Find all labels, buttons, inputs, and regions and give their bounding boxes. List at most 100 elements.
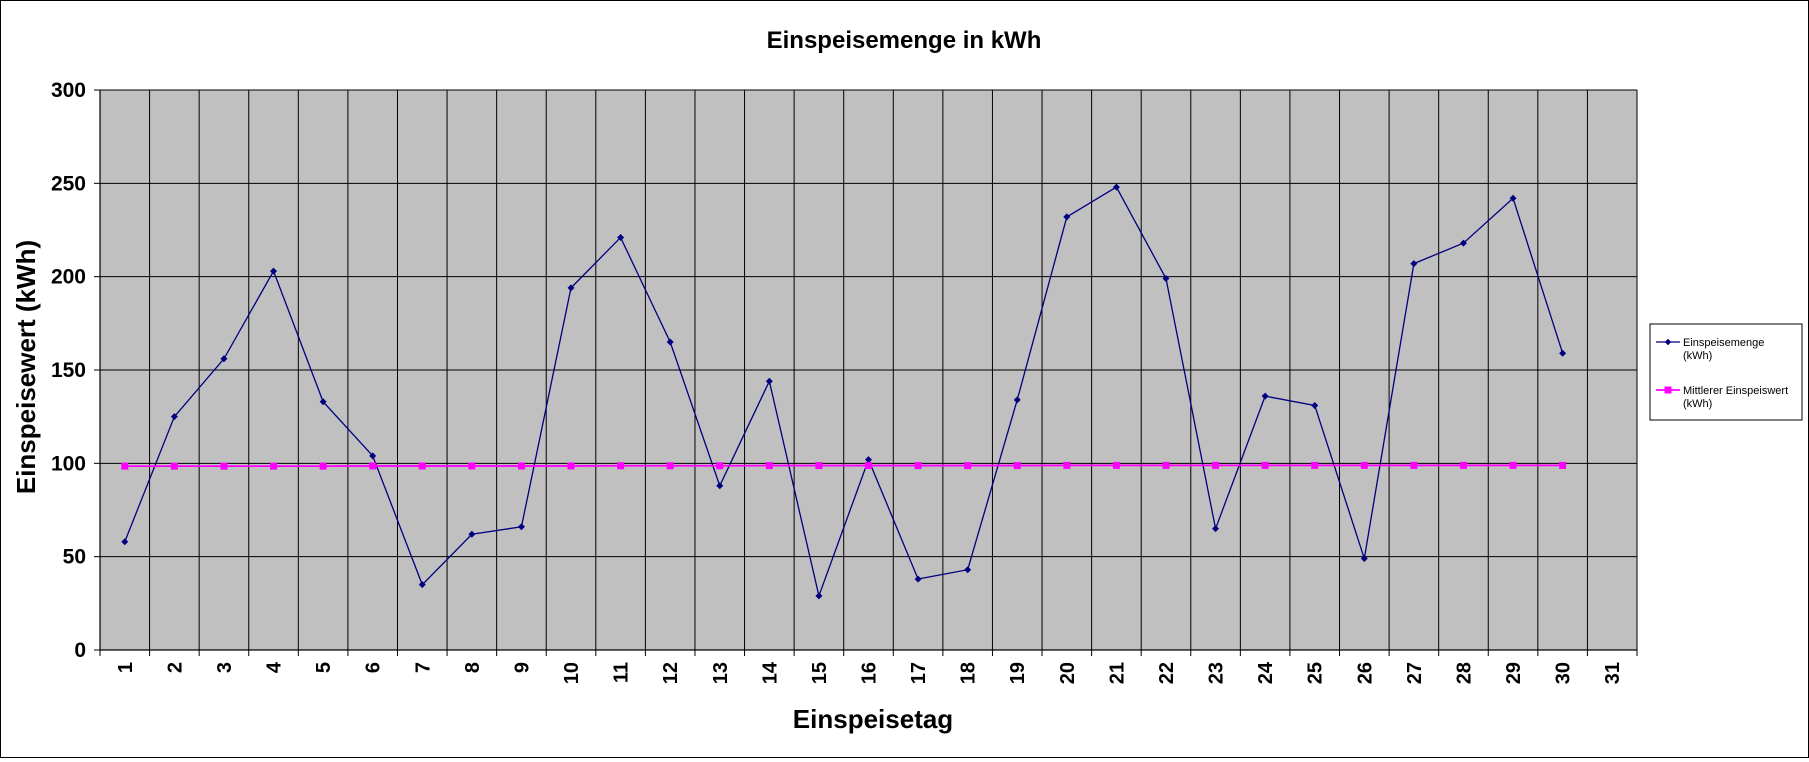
data-point-diamond bbox=[1459, 239, 1467, 247]
plot-area bbox=[99, 89, 1638, 651]
data-point-square bbox=[517, 462, 525, 470]
x-tick-label: 7 bbox=[412, 662, 434, 673]
data-point-diamond bbox=[1162, 275, 1170, 283]
x-tick-label: 3 bbox=[214, 662, 236, 673]
data-point-diamond bbox=[765, 377, 773, 385]
series-line-2 bbox=[124, 464, 1563, 468]
legend-label: (kWh) bbox=[1683, 398, 1712, 410]
legend-label: Mittlerer Einspeiswert bbox=[1683, 385, 1788, 397]
data-point-square bbox=[1311, 461, 1319, 469]
data-point-diamond bbox=[964, 566, 972, 574]
x-tick-label: 22 bbox=[1156, 662, 1178, 684]
x-tick-label: 12 bbox=[660, 662, 682, 684]
data-point-square bbox=[865, 462, 872, 470]
data-point-diamond bbox=[121, 538, 129, 546]
legend-label: (kWh) bbox=[1683, 350, 1712, 362]
data-point-diamond bbox=[716, 482, 724, 490]
x-tick-label: 11 bbox=[611, 662, 633, 683]
x-tick-label: 8 bbox=[462, 662, 484, 673]
x-tick-label: 5 bbox=[313, 662, 335, 673]
data-point-square bbox=[1063, 461, 1071, 469]
data-point-square bbox=[567, 462, 575, 470]
x-tick-label: 20 bbox=[1057, 662, 1079, 684]
x-tick-label: 31 bbox=[1602, 662, 1624, 684]
legend-swatch-marker bbox=[1664, 338, 1672, 346]
x-tick-label: 19 bbox=[1007, 662, 1029, 684]
y-tick-label: 0 bbox=[74, 639, 86, 662]
x-tick-label: 28 bbox=[1453, 662, 1475, 684]
data-point-diamond bbox=[1261, 392, 1269, 400]
data-point-diamond bbox=[170, 413, 178, 421]
series-line-1 bbox=[124, 186, 1564, 599]
series-layer bbox=[121, 183, 1567, 600]
data-point-diamond bbox=[468, 530, 476, 538]
data-point-square bbox=[1162, 461, 1170, 469]
data-point-square bbox=[468, 462, 476, 470]
x-tick-label: 1 bbox=[115, 662, 137, 673]
data-point-diamond bbox=[865, 456, 872, 464]
x-tick-label: 13 bbox=[710, 662, 732, 684]
data-point-square bbox=[121, 462, 129, 470]
y-tick-label: 300 bbox=[51, 79, 86, 102]
x-tick-label: 14 bbox=[759, 661, 781, 684]
data-point-diamond bbox=[369, 452, 377, 460]
data-point-diamond bbox=[1311, 401, 1319, 409]
data-point-diamond bbox=[666, 338, 674, 346]
data-point-diamond bbox=[220, 355, 228, 363]
data-point-diamond bbox=[1559, 349, 1567, 357]
data-point-diamond bbox=[914, 575, 922, 583]
x-axis: 1 2 3 4 5 6 7 8 9 10 11 12 13 14 15 16 17 18 19 20 21 22 23 24 2… bbox=[99, 649, 1638, 684]
data-point-square bbox=[1261, 461, 1269, 469]
data-point-square bbox=[1410, 461, 1418, 469]
data-point-square bbox=[765, 462, 773, 470]
x-tick-label: 15 bbox=[809, 662, 831, 684]
x-tick-label: 2 bbox=[164, 662, 186, 673]
x-tick-label: 27 bbox=[1404, 662, 1426, 684]
data-point-square bbox=[914, 462, 922, 470]
legend-label: Einspeisemenge bbox=[1683, 337, 1764, 349]
chart-title: Einspeisemenge in kWh bbox=[767, 27, 1042, 54]
data-point-square bbox=[1559, 461, 1567, 469]
data-point-square bbox=[964, 462, 972, 470]
x-tick-label: 24 bbox=[1255, 661, 1277, 684]
x-axis-title: Einspeisetag bbox=[793, 704, 953, 734]
data-point-diamond bbox=[1112, 183, 1120, 191]
y-tick-label: 200 bbox=[51, 266, 86, 289]
x-tick-label: 25 bbox=[1305, 662, 1327, 684]
data-point-diamond bbox=[1509, 194, 1517, 202]
data-point-square bbox=[1509, 461, 1517, 469]
data-point-square bbox=[1212, 461, 1220, 469]
y-tick-label: 250 bbox=[51, 172, 86, 195]
data-point-square bbox=[815, 462, 823, 470]
data-point-square bbox=[716, 462, 724, 470]
x-tick-label: 17 bbox=[908, 662, 930, 684]
data-point-square bbox=[319, 462, 327, 470]
legend: Einspeisemenge(kWh)Mittlerer Einspeiswer… bbox=[1649, 323, 1803, 421]
data-point-square bbox=[666, 462, 674, 470]
y-axis: 0 50 100 150 200 250 300 bbox=[51, 79, 101, 662]
data-point-diamond bbox=[567, 284, 575, 292]
data-point-square bbox=[1013, 462, 1021, 470]
data-point-square bbox=[418, 462, 426, 470]
data-point-diamond bbox=[270, 267, 278, 275]
data-point-diamond bbox=[1063, 213, 1071, 221]
y-tick-label: 150 bbox=[51, 359, 86, 382]
x-tick-label: 26 bbox=[1354, 662, 1376, 684]
data-point-square bbox=[1112, 461, 1120, 469]
data-point-diamond bbox=[1212, 525, 1220, 533]
x-tick-label: 18 bbox=[958, 662, 980, 684]
x-tick-label: 9 bbox=[511, 662, 533, 673]
legend-box bbox=[1649, 323, 1803, 421]
data-point-diamond bbox=[1013, 396, 1021, 404]
y-axis-title: Einspeisewert (kWh) bbox=[11, 240, 41, 494]
x-tick-label: 29 bbox=[1503, 662, 1525, 684]
y-tick-label: 50 bbox=[63, 546, 86, 569]
data-point-square bbox=[617, 462, 625, 470]
legend-swatch-marker bbox=[1664, 386, 1672, 394]
data-point-diamond bbox=[418, 581, 426, 589]
data-point-square bbox=[170, 462, 178, 470]
x-tick-label: 10 bbox=[561, 662, 583, 684]
data-point-square bbox=[369, 462, 377, 470]
